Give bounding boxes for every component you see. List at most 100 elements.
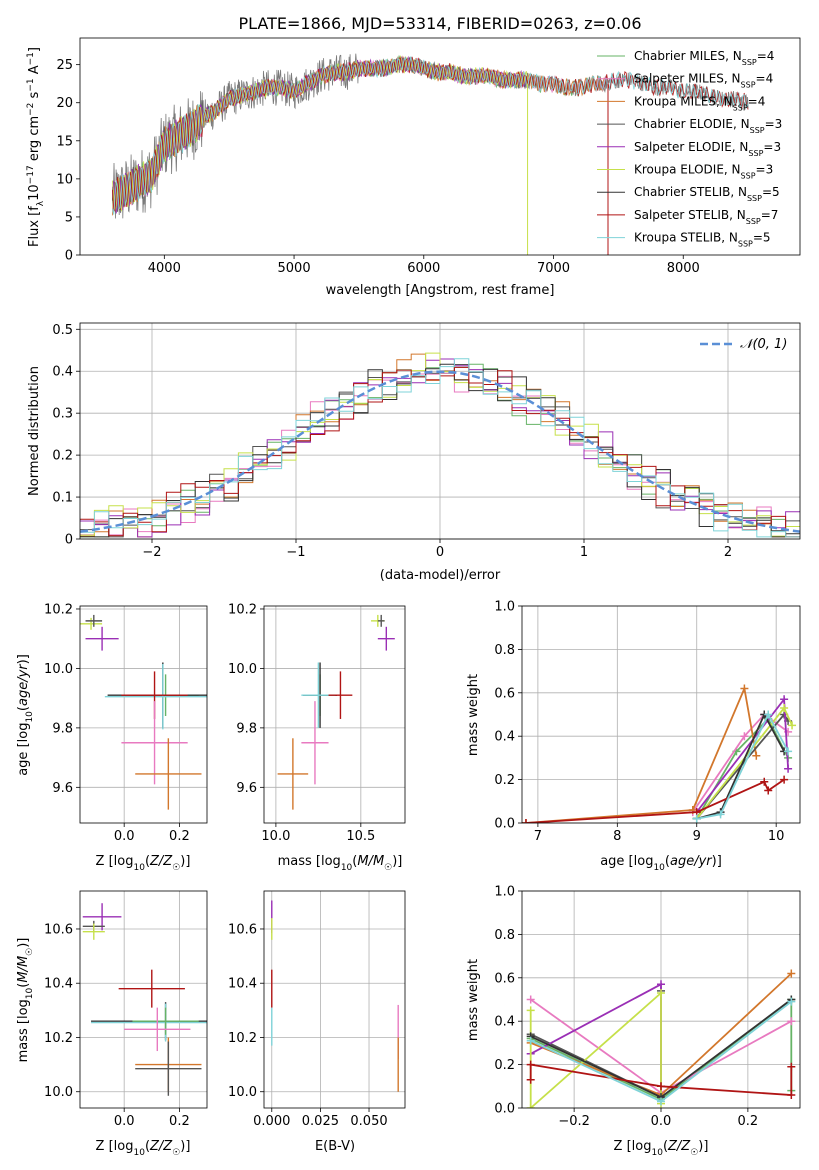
plus-marker [780, 775, 789, 784]
label-part: −17 [26, 165, 36, 184]
y-tick-label: 25 [56, 58, 73, 73]
plus-marker [784, 747, 793, 756]
legend-suffix: =5 [762, 185, 780, 199]
legend-label: Salpeter MILES, NSSP=4 [634, 72, 773, 90]
y-tick-label: 0.4 [494, 730, 515, 745]
label-part: age/yr [670, 854, 713, 869]
label-part: Z/Z [149, 1139, 173, 1154]
plus-marker [787, 1017, 796, 1026]
label-part: 10 [133, 863, 145, 873]
x-tick-label: 2 [724, 545, 732, 560]
plus-marker [526, 1104, 535, 1108]
plus-marker [716, 810, 725, 819]
y-tick-label: 1.0 [494, 600, 515, 615]
spectrum-panel: 4000 5000 6000 7000 8000 0 5 10 15 20 25 Chabrier M… [26, 37, 801, 298]
legend-sub: SSP [746, 216, 761, 225]
legend-sub: SSP [748, 148, 763, 157]
legend-label: Salpeter ELODIE, NSSP=3 [634, 140, 781, 158]
y-tick-label: 10.6 [44, 922, 73, 937]
plus-marker [740, 732, 749, 741]
axes-frame [79, 890, 208, 1109]
x-tick-label: 0.2 [169, 1114, 190, 1129]
plus-marker [526, 1075, 535, 1084]
label-part: Z [log [96, 854, 134, 869]
y-tick-label: 0.4 [52, 365, 73, 380]
x-axis-label: age [log10(age/yr)] [600, 854, 722, 873]
y-tick-label: 10.2 [44, 602, 73, 617]
label-part: 10 [341, 863, 353, 873]
plot-area [111, 53, 749, 255]
label-part: Z [log [96, 1139, 134, 1154]
plus-marker [787, 1062, 796, 1071]
x-tick-label: 1 [580, 545, 588, 560]
x-tick-label: 0.0 [114, 829, 135, 844]
label-part: M/M [16, 956, 31, 983]
legend-suffix: =3 [763, 140, 781, 154]
label-part: Z/Z [149, 854, 173, 869]
plot-area [526, 969, 796, 1108]
axes-frame [521, 890, 801, 1109]
label-part: ☉ [172, 1148, 180, 1158]
legend-sub: SSP [741, 171, 756, 180]
y-tick-label: 10.2 [228, 602, 257, 617]
legend-label: Chabrier MILES, NSSP=4 [634, 49, 774, 67]
plot-area [277, 614, 395, 810]
series-line [525, 685, 758, 823]
plus-marker [657, 980, 665, 989]
plus-marker [657, 1082, 665, 1091]
y-tick-label: 0 [65, 533, 73, 548]
axes-frame [263, 890, 406, 1109]
label-part: )] [180, 1139, 190, 1154]
legend-sub: SSP [733, 103, 748, 112]
legend-suffix: =4 [757, 49, 775, 63]
plus-marker [764, 710, 773, 719]
label-part: ( [16, 706, 31, 711]
x-tick-label: −0.2 [558, 1114, 590, 1129]
series-line [696, 712, 785, 820]
legend-text: Kroupa MILES, N [634, 94, 733, 108]
y-axis-label: Flux [fλ10−17 erg cm−2 s−1 A−1] [26, 47, 46, 247]
y-tick-label: 10.0 [44, 1085, 73, 1100]
plus-marker [526, 995, 535, 1004]
legend-sub: SSP [742, 58, 757, 67]
age-vs-metallicity-panel: 0.0 0.29.69.810.010.2Z [log10(Z/Z☉)]age [… [16, 602, 208, 873]
label-part: )] [16, 654, 31, 664]
legend-label: Chabrier STELIB, NSSP=5 [634, 185, 780, 203]
massweight-vs-metallicity-panel: −0.2 0.0 0.2 0.0 0.2 0.4 0.6 0.8 1.0 Z [log10(Z/Z… [466, 885, 801, 1158]
mass-vs-metallicity-panel: 0.0 0.210.010.210.410.6Z [log10(Z/Z☉)]mas… [16, 890, 208, 1158]
legend-text: Chabrier ELODIE, N [634, 117, 750, 131]
x-tick-label: 0.0 [651, 1114, 672, 1129]
plus-marker [526, 1006, 535, 1015]
label-part: ☉ [172, 863, 180, 873]
legend-suffix: =4 [748, 94, 766, 108]
plus-marker [787, 997, 796, 1006]
label-part: −2 [26, 103, 36, 116]
label-part: age [log [600, 854, 653, 869]
plus-marker [764, 786, 773, 795]
legend-suffix: =3 [765, 117, 783, 131]
x-tick-label: 8000 [667, 261, 700, 276]
legend-sub: SSP [741, 80, 756, 89]
y-tick-label: 10.0 [228, 662, 257, 677]
axes-frame [79, 605, 208, 824]
plot-area [80, 614, 207, 810]
series-line [529, 991, 662, 1108]
y-tick-label: 10.4 [44, 977, 73, 992]
plus-marker [526, 1036, 535, 1045]
label-part: Flux [f [27, 206, 42, 247]
y-tick-label: 0.2 [52, 449, 73, 464]
legend-label: Chabrier ELODIE, NSSP=3 [634, 117, 782, 135]
legend-label: Kroupa ELODIE, NSSP=3 [634, 163, 773, 181]
plot-area [271, 900, 399, 1092]
plus-marker [522, 819, 530, 823]
legend-text: Kroupa ELODIE, N [634, 163, 741, 177]
y-tick-label: 0.3 [52, 407, 73, 422]
plus-marker [526, 1060, 535, 1069]
plus-marker [780, 703, 789, 712]
y-tick-label: 0.2 [494, 1058, 515, 1073]
label-part: −1 [26, 52, 36, 65]
model-spectrum-line [111, 56, 749, 215]
series-line [696, 712, 789, 820]
